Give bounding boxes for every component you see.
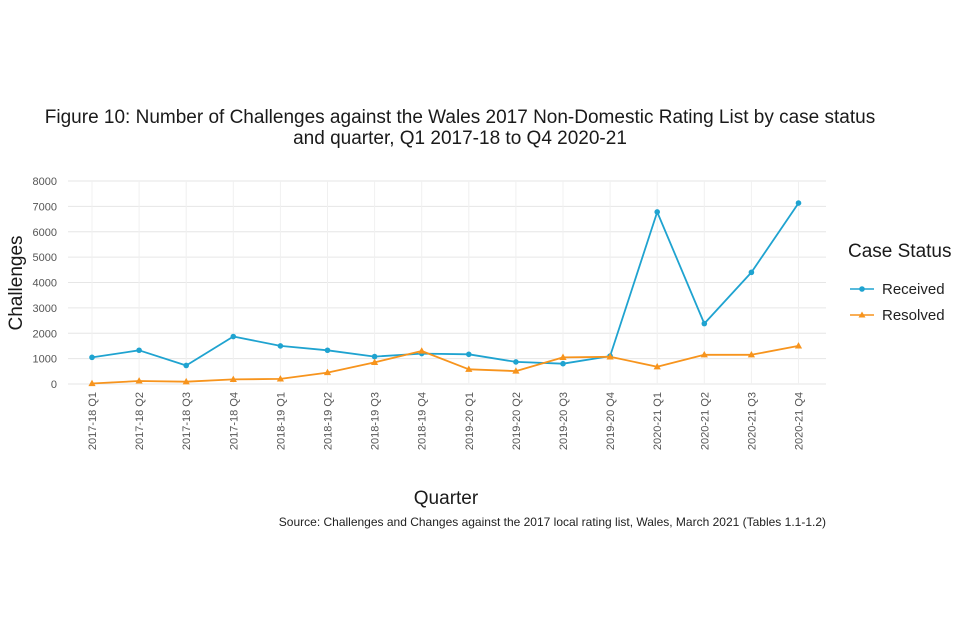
- legend-label-received: Received: [882, 281, 945, 298]
- series: [88, 200, 803, 387]
- legend-label-resolved: Resolved: [882, 307, 945, 324]
- data-point-received: [230, 333, 237, 340]
- data-point-resolved: [606, 353, 614, 360]
- y-tick-label: 7000: [33, 201, 57, 213]
- data-point-received: [466, 351, 472, 358]
- y-tick-label: 8000: [33, 176, 57, 188]
- x-tick-label: 2017-18 Q3: [181, 392, 193, 450]
- x-tick-label: 2020-21 Q1: [652, 392, 664, 450]
- legend-title: Case Status: [848, 241, 952, 262]
- data-point-resolved: [88, 379, 96, 387]
- data-point-received: [371, 353, 378, 360]
- data-point-resolved: [700, 351, 708, 358]
- data-point-resolved: [465, 365, 473, 372]
- legend: Case Status Received Resolved: [848, 241, 952, 329]
- data-point-received: [701, 320, 708, 327]
- y-tick-label: 3000: [33, 303, 57, 315]
- data-point-received: [513, 359, 519, 365]
- y-tick-label: 1000: [33, 354, 57, 366]
- x-tick-label: 2018-19 Q4: [417, 392, 429, 450]
- y-tick-label: 5000: [33, 252, 57, 264]
- data-point-resolved: [653, 362, 661, 370]
- x-tick-label: 2019-20 Q2: [511, 392, 523, 450]
- data-point-received: [89, 354, 95, 361]
- data-point-received: [795, 200, 802, 206]
- x-tick-label: 2017-18 Q2: [134, 392, 146, 450]
- data-point-resolved: [229, 375, 237, 383]
- x-tick-label: 2020-21 Q2: [699, 392, 711, 450]
- legend-item-resolved: Resolved: [848, 303, 952, 329]
- legend-item-received: Received: [848, 277, 952, 303]
- y-tick-label: 4000: [33, 278, 57, 290]
- chart-title-line-1: Figure 10: Number of Challenges against …: [44, 107, 876, 128]
- y-axis-label: Challenges: [6, 235, 27, 330]
- data-point-resolved: [323, 368, 332, 376]
- data-point-resolved: [794, 342, 803, 349]
- y-axis: 0 1000 2000 3000 4000 5000 6000 7000 8000: [33, 176, 57, 391]
- data-point-received: [277, 343, 284, 349]
- data-point-resolved: [512, 367, 520, 374]
- data-point-resolved: [135, 377, 143, 384]
- series-line-resolved: [91, 345, 799, 385]
- data-point-received: [136, 347, 142, 354]
- x-tick-label: 2019-20 Q3: [558, 392, 570, 450]
- legend-resolved-key: [850, 311, 874, 318]
- x-tick-label: 2018-19 Q2: [323, 392, 335, 450]
- source-note: Source: Challenges and Changes against t…: [278, 515, 826, 529]
- x-tick-label: 2018-19 Q3: [370, 392, 382, 450]
- x-tick-label: 2019-20 Q1: [464, 392, 476, 450]
- x-tick-label: 2020-21 Q4: [794, 392, 806, 450]
- legend-received-key: [850, 286, 874, 292]
- data-point-resolved: [559, 353, 567, 360]
- data-point-received: [560, 360, 566, 367]
- x-tick-label: 2017-18 Q1: [87, 392, 99, 450]
- x-tick-label: 2020-21 Q3: [746, 392, 758, 450]
- data-point-received: [654, 209, 660, 215]
- data-point-resolved: [371, 358, 379, 366]
- chart-title-line-2: and quarter, Q1 2017-18 to Q4 2020-21: [293, 128, 627, 149]
- x-tick-label: 2019-20 Q4: [605, 392, 617, 450]
- data-point-received: [324, 347, 331, 354]
- x-tick-label: 2017-18 Q4: [228, 392, 240, 450]
- x-axis: 2017-18 Q1 2017-18 Q2 2017-18 Q3 2017-18 Q4…: [87, 392, 806, 450]
- data-point-resolved: [276, 375, 284, 382]
- x-tick-label: 2018-19 Q1: [275, 392, 287, 450]
- y-tick-label: 0: [51, 379, 57, 391]
- y-tick-label: 2000: [33, 328, 57, 340]
- data-point-resolved: [747, 351, 755, 358]
- series-line-received: [91, 202, 800, 367]
- x-axis-label: Quarter: [414, 488, 479, 509]
- data-point-received: [183, 362, 189, 369]
- data-point-resolved: [418, 347, 426, 354]
- data-point-resolved: [182, 377, 190, 385]
- data-point-received: [748, 269, 755, 276]
- y-tick-label: 6000: [33, 227, 57, 239]
